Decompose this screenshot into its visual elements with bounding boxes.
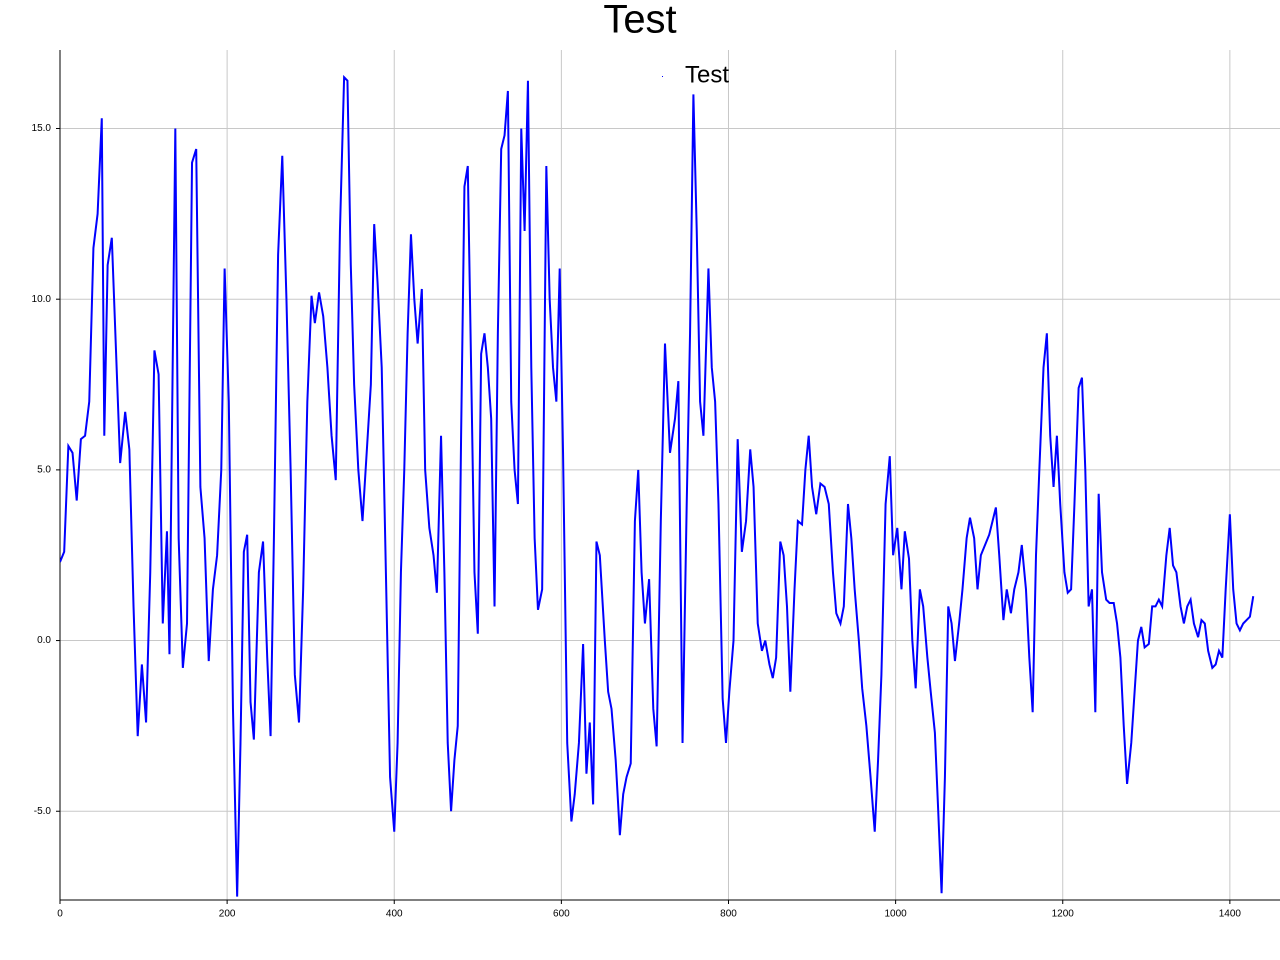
x-tick-label: 200 — [219, 909, 236, 920]
x-tick-label: 1000 — [884, 909, 907, 920]
legend-marker — [662, 76, 663, 77]
y-tick-label: 5.0 — [37, 465, 51, 476]
x-tick-label: 600 — [553, 909, 570, 920]
x-tick-label: 800 — [720, 909, 737, 920]
legend-label: Test — [685, 61, 729, 88]
x-tick-label: 1400 — [1219, 909, 1242, 920]
x-tick-label: 0 — [57, 909, 63, 920]
y-tick-label: -5.0 — [34, 806, 52, 817]
chart-title: Test — [603, 0, 676, 42]
data-line — [60, 74, 1255, 897]
x-tick-label: 400 — [386, 909, 403, 920]
y-tick-label: 15.0 — [32, 123, 52, 134]
x-tick-label: 1200 — [1052, 909, 1075, 920]
y-tick-label: 0.0 — [37, 635, 51, 646]
y-tick-label: 10.0 — [32, 294, 52, 305]
